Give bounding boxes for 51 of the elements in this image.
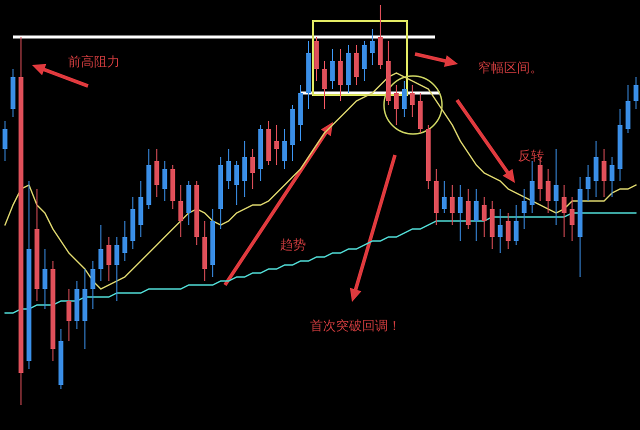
annotation: 窄幅区间。 bbox=[478, 61, 543, 76]
candlestick bbox=[330, 48, 335, 90]
candlestick bbox=[610, 156, 614, 198]
candlestick bbox=[322, 60, 327, 110]
candlestick bbox=[90, 260, 96, 310]
annotation: 反转 bbox=[518, 149, 544, 164]
candlestick bbox=[570, 196, 574, 242]
candlestick bbox=[234, 160, 240, 206]
candlestick bbox=[498, 208, 503, 254]
candlestick bbox=[42, 248, 48, 310]
annotation: 首次突破回调！ bbox=[310, 319, 401, 334]
candlestick bbox=[594, 140, 598, 198]
candlestick bbox=[482, 196, 487, 238]
candlestick bbox=[66, 288, 72, 342]
candlestick bbox=[250, 148, 256, 190]
candlestick bbox=[370, 28, 375, 66]
candlestick bbox=[154, 148, 160, 198]
candlestick bbox=[522, 188, 527, 230]
candlestick bbox=[530, 160, 535, 214]
candlestick bbox=[106, 236, 112, 282]
candlestick bbox=[554, 148, 559, 226]
candlestick bbox=[338, 48, 343, 102]
candlestick bbox=[178, 184, 184, 238]
annotation: 趋势 bbox=[280, 238, 306, 253]
candlestick bbox=[506, 212, 511, 250]
candlestick bbox=[466, 188, 471, 230]
candlestick bbox=[458, 184, 463, 242]
candlestick bbox=[402, 80, 407, 118]
candlestick bbox=[474, 188, 479, 242]
candlestick bbox=[514, 204, 519, 246]
candlestick bbox=[562, 184, 567, 238]
candlestick bbox=[98, 224, 104, 282]
candlestick bbox=[546, 168, 551, 214]
candlestick bbox=[586, 164, 590, 202]
candlestick bbox=[122, 220, 128, 262]
candlestick bbox=[362, 40, 367, 82]
candlestick bbox=[602, 148, 606, 198]
candlestick bbox=[226, 148, 232, 190]
candlestick bbox=[114, 236, 120, 302]
candlestick bbox=[242, 140, 248, 198]
candlestick bbox=[162, 160, 168, 202]
candlestick bbox=[410, 84, 415, 118]
candlestick bbox=[442, 180, 447, 214]
candlestick bbox=[450, 184, 455, 226]
candlestick bbox=[2, 120, 8, 162]
candlestick bbox=[354, 44, 359, 86]
candlestick bbox=[274, 124, 279, 166]
candlestick bbox=[394, 84, 399, 126]
candlestick bbox=[634, 76, 638, 110]
annotation: 前高阻力 bbox=[68, 55, 120, 70]
candlestick bbox=[282, 128, 287, 170]
